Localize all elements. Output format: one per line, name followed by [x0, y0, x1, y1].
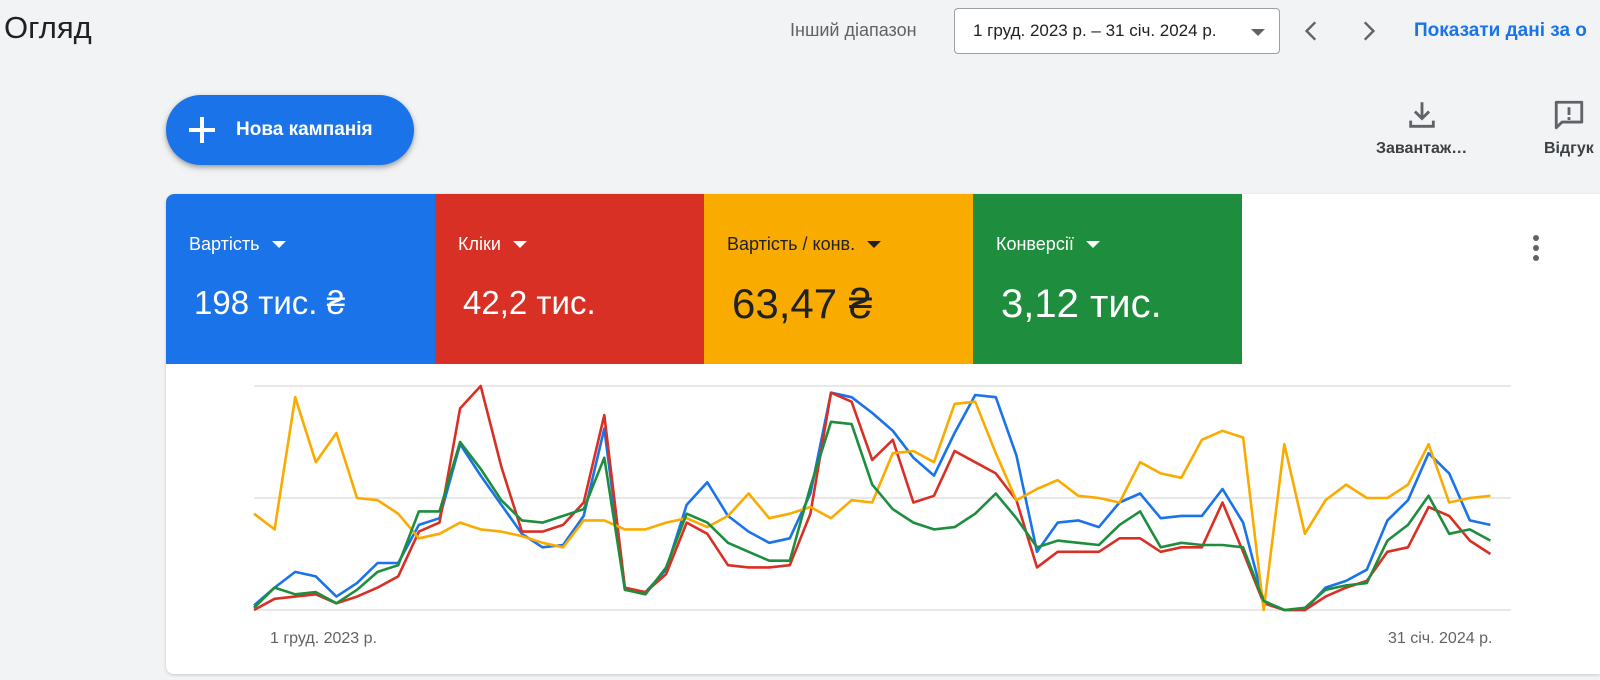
- chevron-right-icon: [1363, 21, 1376, 41]
- feedback-button[interactable]: Відгук: [1544, 98, 1594, 158]
- performance-chart: [166, 364, 1600, 674]
- range-label: Інший діапазон: [790, 20, 917, 40]
- caret-down-icon: [271, 241, 286, 248]
- x-axis-end-label: 31 січ. 2024 р.: [1388, 630, 1493, 647]
- caret-down-icon: [1251, 29, 1265, 36]
- caret-down-icon: [512, 241, 527, 248]
- prev-period-button[interactable]: [1293, 12, 1331, 50]
- plus-icon: [188, 116, 216, 144]
- series-line-2: [253, 395, 1491, 612]
- top-bar: Огляд Інший діапазон 1 груд. 2023 р. – 3…: [0, 0, 1600, 64]
- series-line-3: [253, 420, 1492, 612]
- x-axis-start-label: 1 груд. 2023 р.: [270, 630, 377, 647]
- more-vert-icon: [1533, 235, 1539, 261]
- metric-conversions-value: 3,12 тис.: [1001, 282, 1162, 326]
- metric-conversions-label: Конверсії: [996, 234, 1074, 254]
- overview-card: Вартість 198 тис. ₴ Кліки 42,2 тис. Варт…: [166, 194, 1600, 674]
- metric-clicks-label: Кліки: [458, 234, 501, 254]
- download-icon: [1408, 102, 1435, 128]
- page-title: Огляд: [4, 10, 92, 45]
- feedback-icon: [1554, 100, 1584, 130]
- metric-cost-value: 198 тис. ₴: [194, 284, 345, 321]
- date-range-select[interactable]: 1 груд. 2023 р. – 31 січ. 2024 р.: [954, 8, 1280, 54]
- caret-down-icon: [1085, 241, 1100, 248]
- date-range-value: 1 груд. 2023 р. – 31 січ. 2024 р.: [973, 21, 1217, 40]
- feedback-label: Відгук: [1544, 140, 1594, 157]
- metric-cost[interactable]: Вартість 198 тис. ₴: [166, 194, 435, 364]
- metric-cost-per-conversion-value: 63,47 ₴: [732, 280, 873, 327]
- new-campaign-button[interactable]: Нова кампанія: [166, 95, 414, 165]
- chevron-left-icon: [1304, 21, 1317, 41]
- line-chart: [253, 384, 1511, 612]
- metric-clicks[interactable]: Кліки 42,2 тис.: [435, 194, 704, 364]
- new-campaign-label: Нова кампанія: [236, 119, 373, 140]
- next-period-button[interactable]: [1349, 12, 1387, 50]
- metric-cost-per-conversion-label: Вартість / конв.: [727, 234, 856, 254]
- more-options-button[interactable]: [1518, 230, 1554, 266]
- metric-cost-per-conversion[interactable]: Вартість / конв. 63,47 ₴: [704, 194, 973, 364]
- metric-clicks-value: 42,2 тис.: [463, 284, 596, 321]
- caret-down-icon: [867, 241, 882, 248]
- download-button[interactable]: Завантаж…: [1376, 98, 1467, 158]
- metric-cost-label: Вартість: [189, 234, 260, 254]
- metric-conversions[interactable]: Конверсії 3,12 тис.: [973, 194, 1242, 364]
- show-data-link[interactable]: Показати дані за о: [1414, 20, 1587, 41]
- download-label: Завантаж…: [1376, 140, 1468, 157]
